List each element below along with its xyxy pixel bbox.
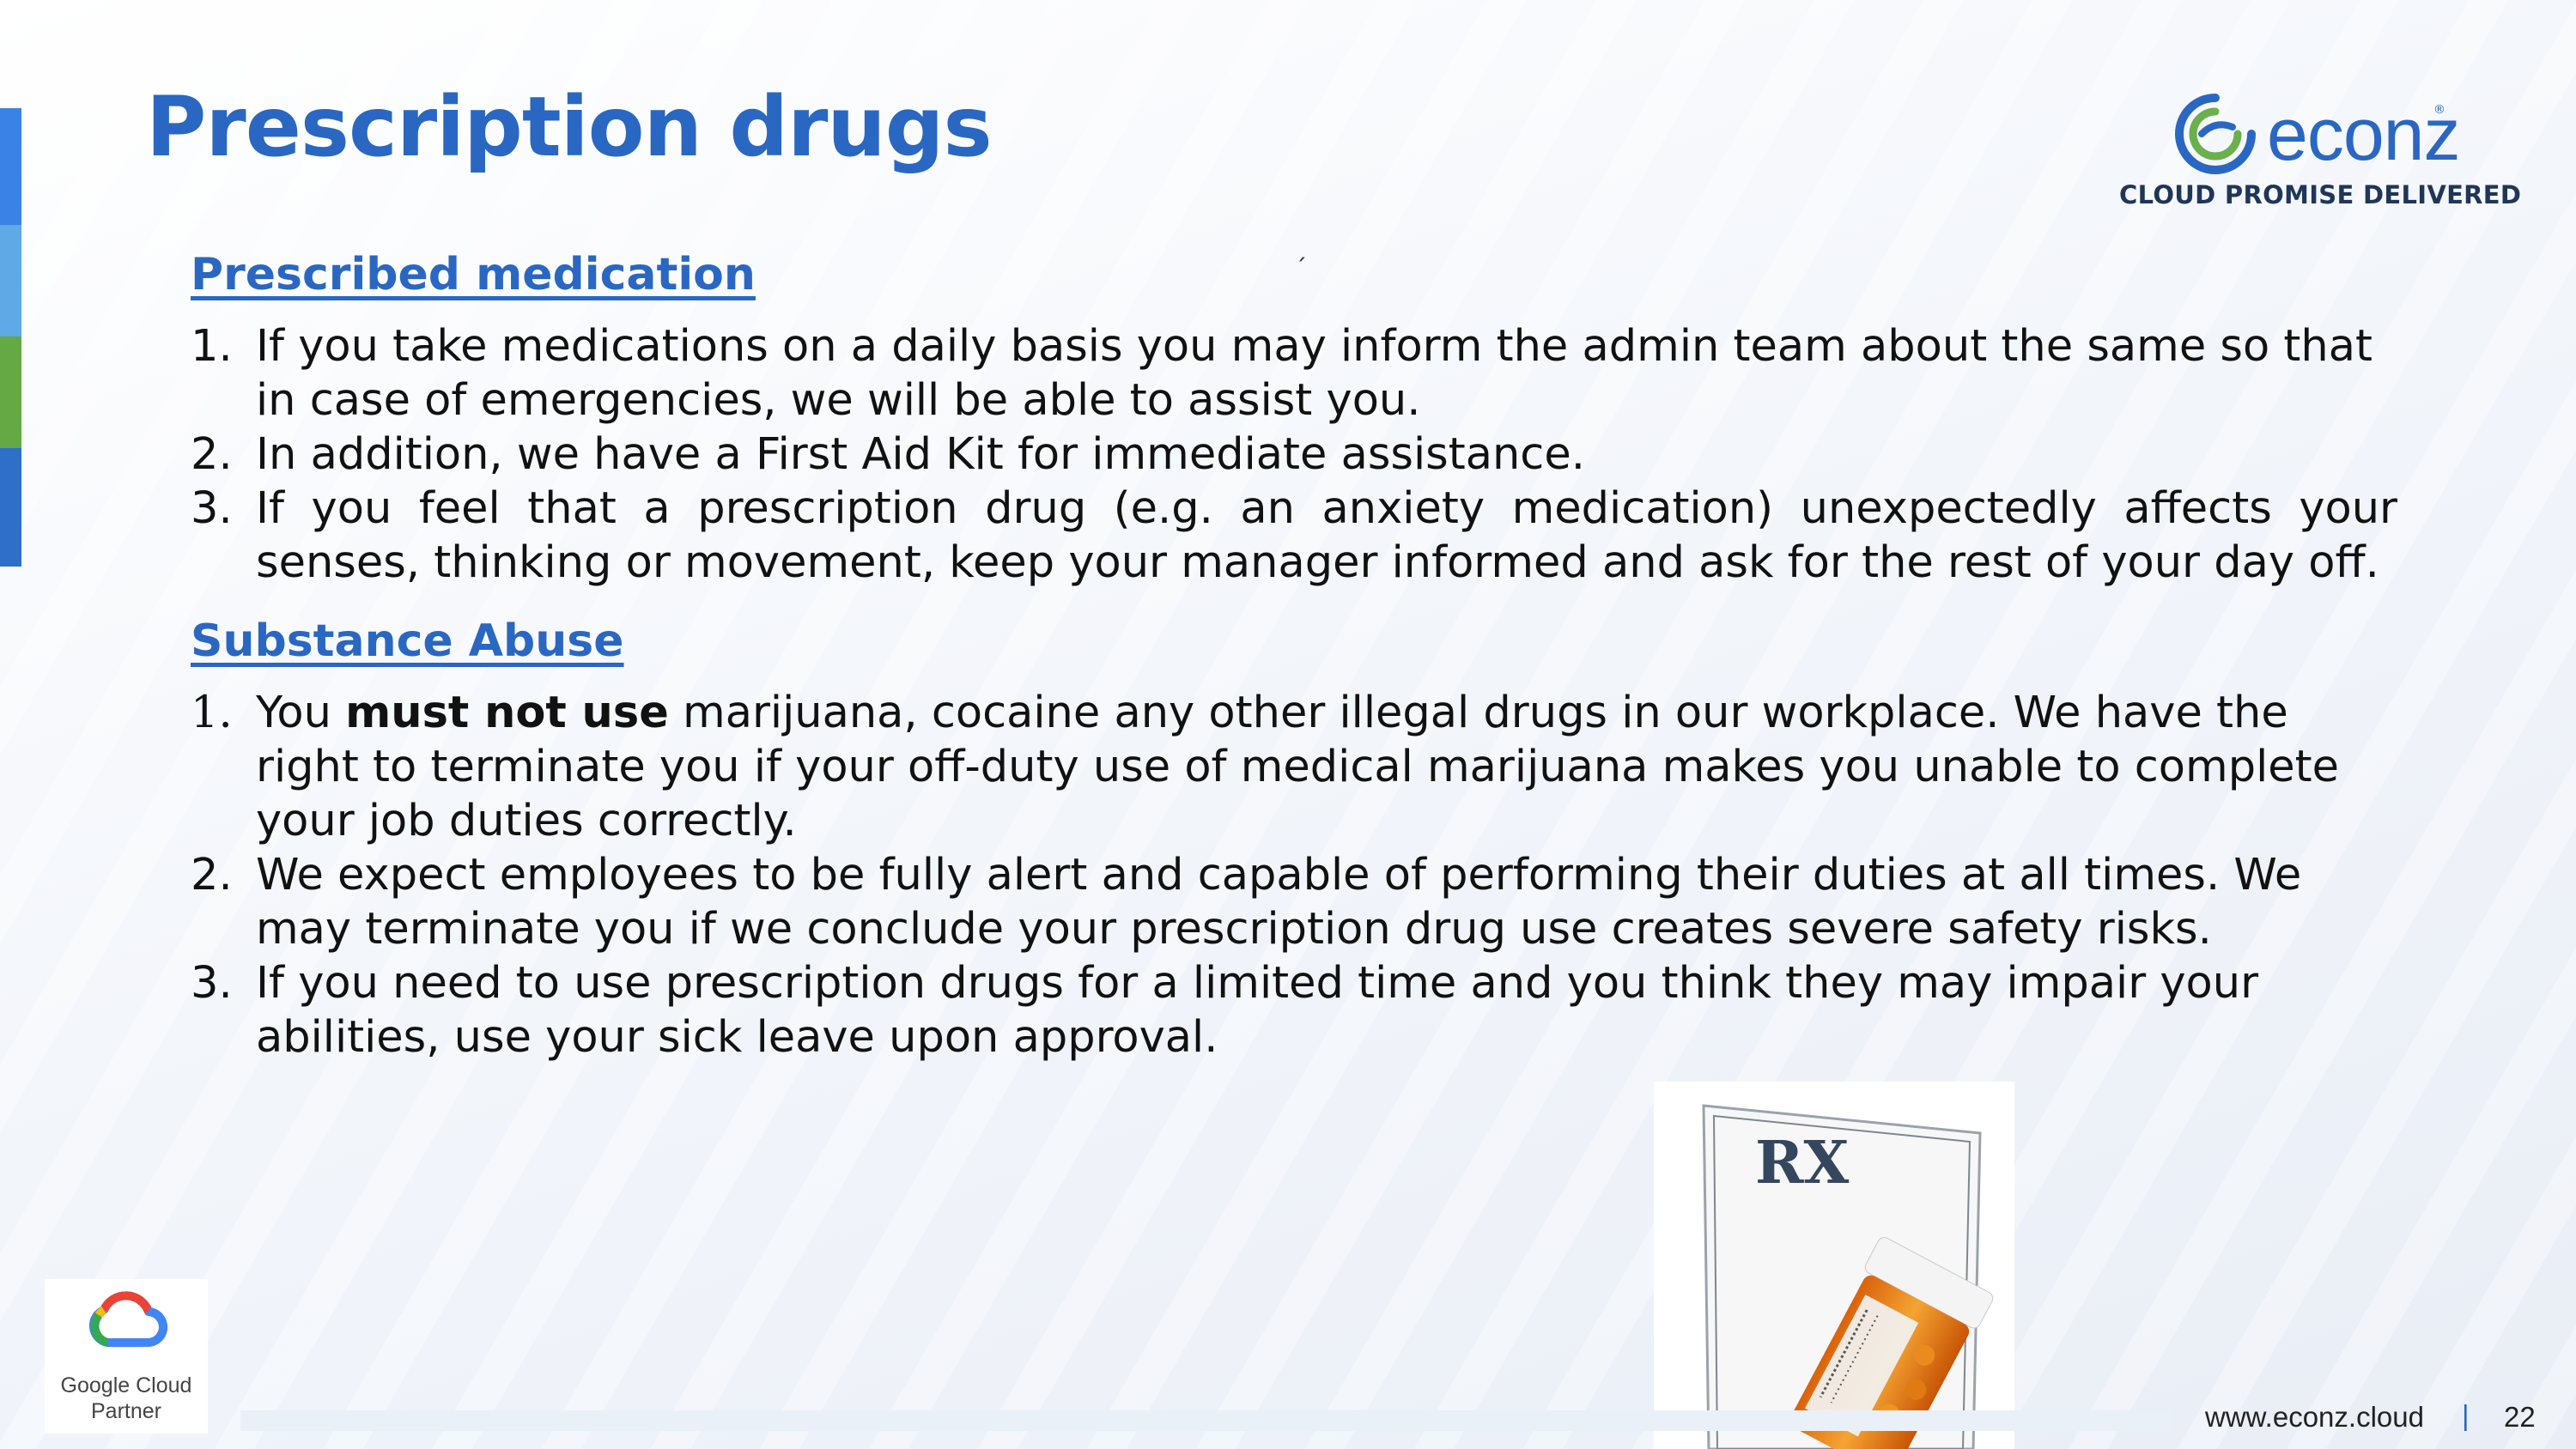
partner-line-1: Google Cloud [60,1373,192,1397]
prescription-image: RX [1654,1082,2014,1449]
list-item: 3. If you need to use prescription drugs… [191,956,2397,1064]
list-item: 2. In addition, we have a First Aid Kit … [191,427,2397,482]
slide-title: Prescription drugs [146,79,993,175]
list-text-pre: You [256,688,331,738]
list-text: If you take medications on a daily basis… [256,321,2372,426]
list-text: If you need to use prescription drugs fo… [256,958,2259,1063]
list-number: 1. [191,688,233,738]
substance-abuse-heading: Substance Abuse [191,615,624,667]
list-item: 2. We expect employees to be fully alert… [191,848,2397,956]
google-cloud-partner-badge: Google Cloud Partner [45,1279,208,1434]
list-text: You must not use marijuana, cocaine any … [256,686,2397,848]
side-accent-bar-3 [0,336,21,448]
list-text: In addition, we have a First Aid Kit for… [256,429,1585,480]
side-accent-bar-2 [0,225,21,336]
list-text: If you feel that a prescription drug (e.… [256,483,2397,588]
side-accent-bar-4 [0,448,21,567]
partner-line-2: Partner [91,1399,161,1423]
footer-separator: | [2462,1399,2470,1431]
list-number: 2. [191,850,233,900]
page-number: 22 [2504,1401,2536,1433]
substance-abuse-list: 1. You must not use marijuana, cocaine a… [191,686,2397,1064]
registered-mark: ® [2433,103,2445,117]
footer-line [240,1410,2172,1431]
list-item: 1. You must not use marijuana, cocaine a… [191,686,2397,848]
list-item: 1. If you take medications on a daily ba… [191,319,2397,427]
slide-content: Prescribed medication 1. If you take med… [191,249,2397,1064]
list-text: We expect employees to be fully alert an… [256,850,2302,955]
list-number: 2. [191,429,233,480]
list-number: 3. [191,483,233,534]
side-accent-bar-1 [0,108,21,225]
prescription-pad-icon: RX [1702,1104,1994,1449]
stray-mark: ˏ [1295,233,1307,262]
list-number: 3. [191,958,233,1009]
google-cloud-icon [88,1291,168,1347]
list-text-emphasis: must not use [345,688,669,738]
list-text-post: marijuana, cocaine any other illegal dru… [256,688,2339,846]
econz-wordmark: econz [2267,94,2460,176]
footer-website-link[interactable]: www.econz.cloud [2205,1401,2424,1433]
prescribed-medication-list: 1. If you take medications on a daily ba… [191,319,2397,590]
list-item: 3. If you feel that a prescription drug … [191,482,2397,590]
list-number: 1. [191,321,233,372]
econz-logo: econz ® CLOUD PROMISE DELIVERED [2104,86,2533,215]
brand-tagline: CLOUD PROMISE DELIVERED [2119,180,2522,209]
prescribed-medication-heading: Prescribed medication [191,249,756,300]
rx-symbol: RX [1755,1129,1850,1197]
econz-swirl-icon [2175,94,2256,174]
